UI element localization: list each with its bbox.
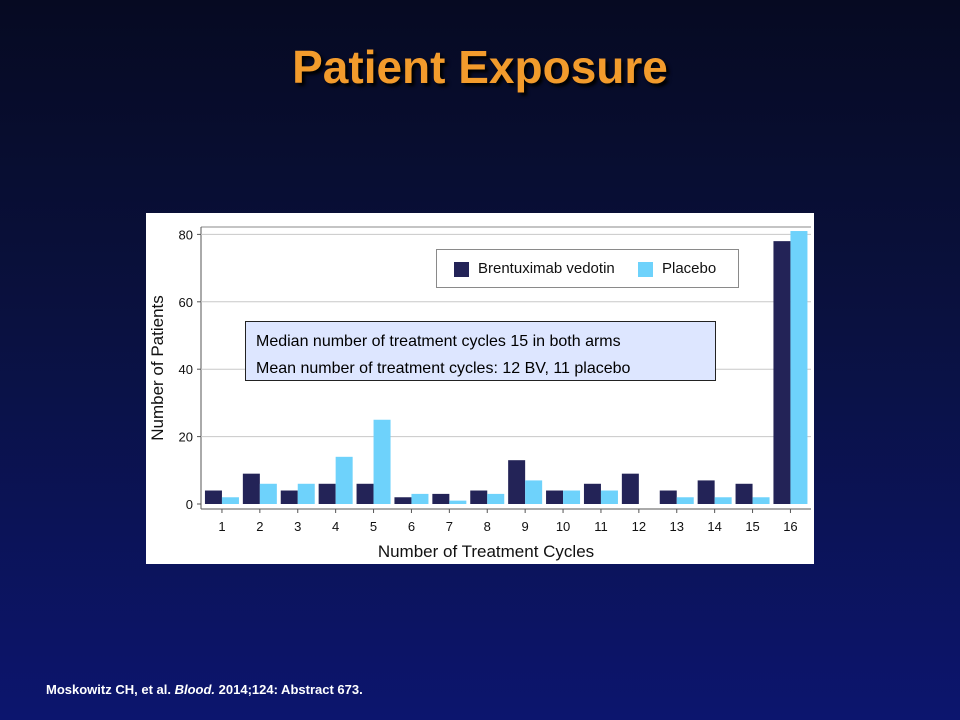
bar-brentuximab <box>773 241 791 504</box>
bar-placebo <box>487 493 505 504</box>
bar-placebo <box>563 490 581 504</box>
bar-brentuximab <box>621 473 639 504</box>
bar-placebo <box>335 456 353 504</box>
y-tick-label: 40 <box>179 362 193 377</box>
x-tick-label: 6 <box>408 519 415 534</box>
bar-placebo <box>221 497 239 504</box>
citation-authors: Moskowitz CH, et al. <box>46 682 171 697</box>
x-axis-title: Number of Treatment Cycles <box>378 542 594 561</box>
bar-placebo <box>600 490 618 504</box>
slide-title: Patient Exposure <box>292 41 668 93</box>
bar-placebo <box>373 419 391 504</box>
x-tick-label: 1 <box>218 519 225 534</box>
legend-label-brentuximab: Brentuximab vedotin <box>478 260 615 277</box>
citation-journal: Blood. <box>174 682 216 697</box>
x-tick-label: 12 <box>632 519 646 534</box>
annotation-mean: Mean number of treatment cycles: 12 BV, … <box>256 360 631 377</box>
citation: Moskowitz CH, et al. Blood. 2014;124: Ab… <box>46 682 363 697</box>
chart-legend: Brentuximab vedotin Placebo <box>436 249 739 288</box>
y-tick-label: 80 <box>179 227 193 242</box>
y-tick-label: 20 <box>179 430 193 445</box>
x-tick-label: 10 <box>556 519 570 534</box>
bar-brentuximab <box>242 473 260 504</box>
bar-placebo <box>297 483 315 504</box>
bar-brentuximab <box>356 483 374 504</box>
bar-placebo <box>525 480 543 504</box>
x-tick-label: 13 <box>670 519 684 534</box>
legend-swatch-placebo <box>638 262 653 277</box>
bar-brentuximab <box>735 483 753 504</box>
annotation-median: Median number of treatment cycles 15 in … <box>256 333 621 350</box>
legend-swatch-brentuximab <box>454 262 469 277</box>
chart-annotation-box: Median number of treatment cycles 15 in … <box>245 321 716 381</box>
x-tick-label: 15 <box>745 519 759 534</box>
x-tick-label: 2 <box>256 519 263 534</box>
bar-placebo <box>790 231 808 504</box>
bar-brentuximab <box>470 490 488 504</box>
x-tick-label: 11 <box>594 519 608 534</box>
bar-brentuximab <box>697 480 715 504</box>
bar-brentuximab <box>394 497 412 504</box>
x-tick-label: 9 <box>522 519 529 534</box>
x-tick-label: 8 <box>484 519 491 534</box>
bar-brentuximab <box>318 483 336 504</box>
bar-brentuximab <box>583 483 601 504</box>
y-tick-label: 60 <box>179 295 193 310</box>
bar-placebo <box>676 497 694 504</box>
bar-brentuximab <box>432 493 450 504</box>
y-axis-title: Number of Patients <box>148 295 167 441</box>
bar-placebo <box>259 483 277 504</box>
bar-placebo <box>449 500 467 504</box>
x-tick-label: 4 <box>332 519 339 534</box>
legend-label-placebo: Placebo <box>662 260 717 277</box>
bar-placebo <box>752 497 770 504</box>
bar-brentuximab <box>280 490 298 504</box>
bar-placebo <box>411 493 429 504</box>
x-tick-label: 5 <box>370 519 377 534</box>
x-tick-label: 14 <box>707 519 721 534</box>
citation-details: 2014;124: Abstract 673. <box>218 682 363 697</box>
bar-brentuximab <box>204 490 222 504</box>
bar-placebo <box>714 497 732 504</box>
bar-brentuximab <box>659 490 677 504</box>
x-tick-label: 3 <box>294 519 301 534</box>
x-tick-label: 7 <box>446 519 453 534</box>
y-tick-label: 0 <box>186 497 193 512</box>
x-tick-label: 16 <box>783 519 797 534</box>
bar-brentuximab <box>546 490 564 504</box>
bar-brentuximab <box>508 460 526 504</box>
